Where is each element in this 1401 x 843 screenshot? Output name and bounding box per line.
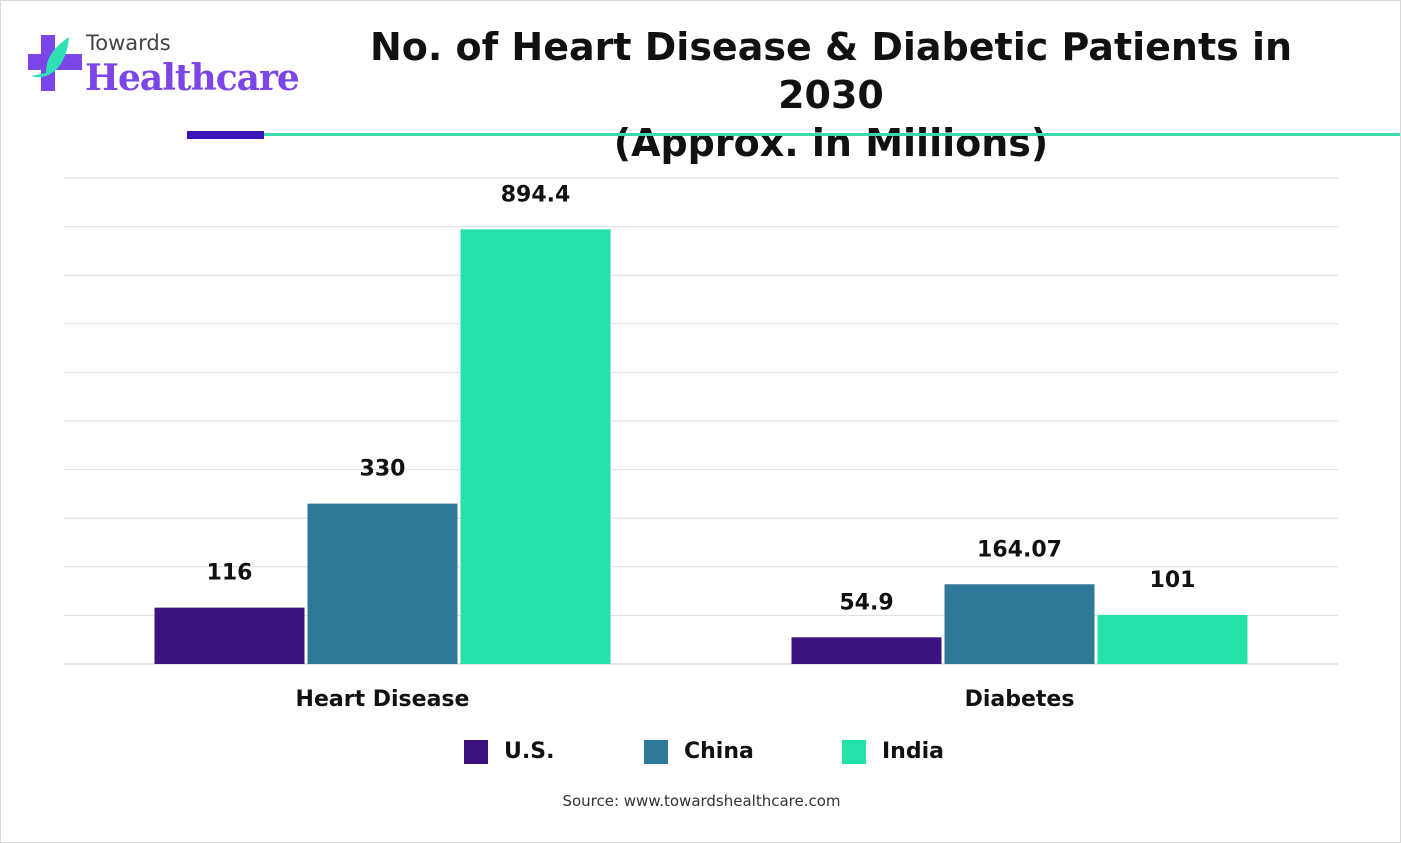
title-divider-line [264,133,1400,136]
x-tick-label: Heart Disease [296,687,470,712]
source-text: Source: www.towardshealthcare.com [562,792,841,810]
legend-swatch [644,739,668,764]
legend-swatch [842,739,866,764]
title-line: No. of Heart Disease & Diabetic Patients… [369,25,1293,117]
legend-item-china: China [644,739,754,764]
chart-title: No. of Heart Disease & Diabetic Patients… [331,23,1331,167]
bar-india-0 [460,229,611,664]
bar-us-0 [154,607,305,664]
bar-china-0 [307,503,458,664]
data-label: 54.9 [839,590,893,615]
bar-us-1 [791,637,942,664]
bar-india-1 [1097,614,1248,664]
legend-item-us: U.S. [464,739,554,764]
data-label: 894.4 [501,182,571,207]
legend-label: U.S. [504,739,555,764]
logo-text-healthcare: Healthcare [85,57,300,99]
subtitle-line: (Approx. in Millions) [613,121,1049,165]
x-tick-label: Diabetes [965,687,1075,712]
data-label: 164.07 [977,537,1062,562]
title-accent-bar [187,131,264,139]
data-label: 116 [207,561,253,586]
logo-text-towards: Towards [86,31,171,55]
legend-item-india: India [842,739,944,764]
bar-china-1 [944,584,1095,664]
legend-swatch [464,739,488,764]
legend-label: China [684,739,754,764]
legend-label: India [882,739,944,764]
data-label: 330 [360,457,406,482]
data-label: 101 [1150,568,1196,593]
logo-icon [28,35,82,91]
